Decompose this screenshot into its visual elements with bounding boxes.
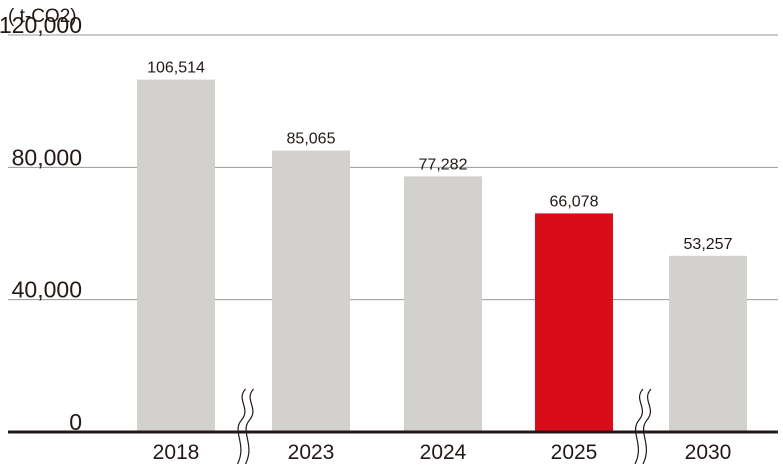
x-tick-label-2023: 2023: [288, 441, 335, 464]
x-tick-label-2018: 2018: [153, 441, 200, 464]
axis-break-line: [642, 388, 652, 465]
axis-break-line: [244, 388, 254, 465]
axis-break-line: [236, 388, 246, 465]
gridlines: [8, 34, 778, 301]
data-label-2025: 66,078: [550, 193, 599, 210]
bar-2018: [137, 79, 215, 432]
y-tick-label: 80,000: [12, 144, 82, 170]
y-axis-ticks: 0 40,000 80,000 120,000: [0, 12, 82, 435]
data-label-2030: 53,257: [684, 236, 733, 253]
axis-break-1: [236, 388, 254, 465]
bar-2024: [404, 176, 482, 432]
data-label-2024: 77,282: [419, 156, 468, 173]
bar-2025: [535, 213, 613, 432]
y-tick-label: 40,000: [12, 277, 82, 303]
bars: [137, 79, 747, 432]
y-unit-label: ( t-CO2): [8, 6, 77, 27]
y-tick-label: 120,000: [0, 12, 82, 38]
x-axis-ticks: 2018 2023 2024 2025 2030: [153, 441, 732, 464]
x-tick-label-2025: 2025: [551, 441, 598, 464]
bar-2030: [669, 255, 747, 432]
y-tick-label: 0: [69, 409, 82, 435]
axis-breaks: [236, 388, 652, 465]
x-tick-label-2030: 2030: [685, 441, 732, 464]
bar-2023: [272, 150, 350, 432]
data-labels: 106,514 85,065 77,282 66,078 53,257: [147, 60, 732, 253]
axis-break-line: [634, 388, 644, 465]
x-tick-label-2024: 2024: [420, 441, 467, 464]
data-label-2023: 85,065: [287, 131, 336, 148]
axis-break-2: [634, 388, 652, 465]
data-label-2018: 106,514: [147, 60, 205, 77]
